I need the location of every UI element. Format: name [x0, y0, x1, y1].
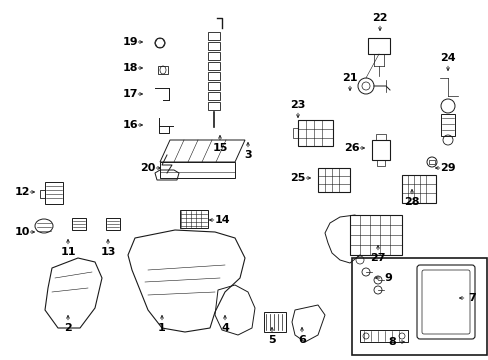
Bar [359, 330, 407, 342]
Bar [207, 42, 220, 50]
Bar [207, 62, 220, 70]
Text: 26: 26 [344, 143, 359, 153]
Bar [371, 140, 389, 160]
Text: 29: 29 [439, 163, 455, 173]
Bar [349, 215, 401, 255]
Text: 3: 3 [244, 150, 251, 160]
Bar [106, 218, 120, 230]
Text: 23: 23 [290, 100, 305, 110]
Bar [207, 102, 220, 110]
Text: 19: 19 [122, 37, 138, 47]
Bar [207, 72, 220, 80]
Text: 14: 14 [214, 215, 229, 225]
Text: 22: 22 [371, 13, 387, 23]
Text: 4: 4 [221, 323, 228, 333]
Text: 9: 9 [383, 273, 391, 283]
Bar [367, 38, 389, 54]
Text: 2: 2 [64, 323, 72, 333]
Bar [45, 182, 63, 204]
Text: 12: 12 [14, 187, 30, 197]
Text: 16: 16 [122, 120, 138, 130]
Text: 28: 28 [404, 197, 419, 207]
Bar [297, 120, 332, 146]
Text: 1: 1 [158, 323, 165, 333]
Text: 13: 13 [100, 247, 116, 257]
Text: 24: 24 [439, 53, 455, 63]
Text: 18: 18 [122, 63, 138, 73]
Bar [72, 218, 86, 230]
Bar [317, 168, 349, 192]
Text: 11: 11 [60, 247, 76, 257]
Bar [207, 52, 220, 60]
Bar [401, 175, 435, 203]
Bar [207, 82, 220, 90]
Text: 10: 10 [14, 227, 30, 237]
Bar [158, 66, 168, 74]
Text: 21: 21 [342, 73, 357, 83]
Bar [264, 312, 285, 332]
Text: 15: 15 [212, 143, 227, 153]
Text: 6: 6 [298, 335, 305, 345]
Bar [440, 114, 454, 136]
Bar [207, 32, 220, 40]
Bar [351, 258, 486, 355]
Text: 5: 5 [267, 335, 275, 345]
Text: 17: 17 [122, 89, 138, 99]
Bar [375, 134, 385, 140]
Bar [428, 160, 434, 164]
Bar [292, 128, 297, 138]
Text: 25: 25 [290, 173, 305, 183]
Bar [207, 92, 220, 100]
Bar [40, 190, 45, 198]
Text: 20: 20 [140, 163, 155, 173]
Text: 27: 27 [369, 253, 385, 263]
Bar [376, 160, 384, 166]
Text: 7: 7 [467, 293, 475, 303]
Text: 8: 8 [387, 337, 395, 347]
Bar [180, 210, 207, 228]
